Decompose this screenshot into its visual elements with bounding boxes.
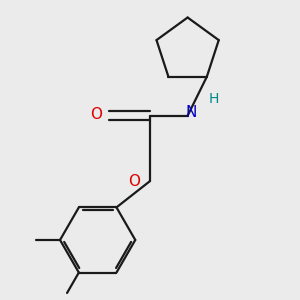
Text: N: N bbox=[185, 105, 196, 120]
Text: H: H bbox=[208, 92, 219, 106]
Text: O: O bbox=[90, 106, 102, 122]
Text: O: O bbox=[128, 174, 140, 189]
